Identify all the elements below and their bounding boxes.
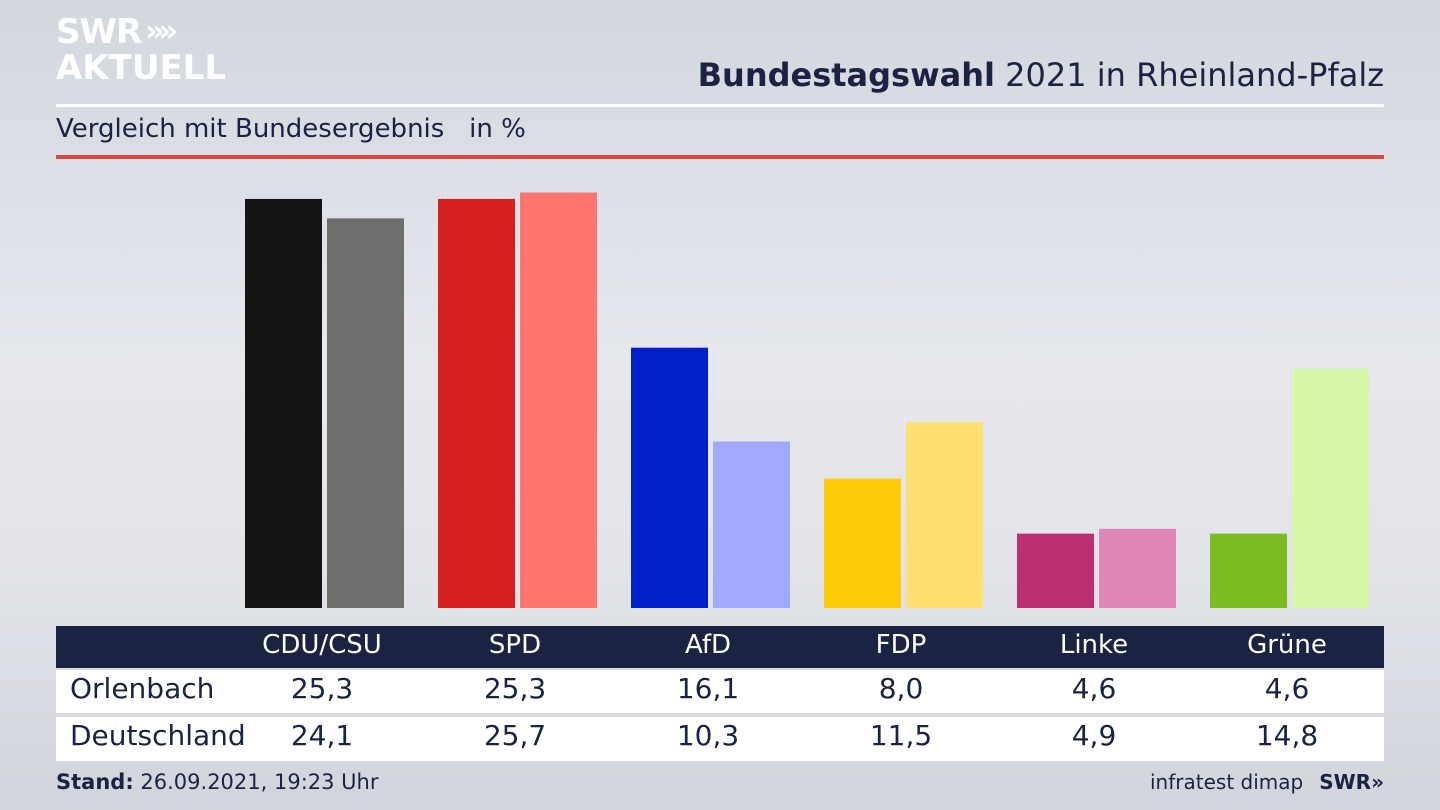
chart-subtitle: Vergleich mit Bundesergebnis in % bbox=[56, 114, 526, 144]
page-title: Bundestagswahl 2021 in Rheinland-Pfalz bbox=[698, 56, 1384, 94]
table-cell: 4,6 bbox=[1071, 672, 1117, 705]
swr-aktuell-logo: SWR»» AKTUELL bbox=[56, 14, 226, 86]
table-cell: 8,0 bbox=[878, 672, 924, 705]
table-row: Orlenbach 25,3 25,3 16,1 8,0 4,6 4,6 bbox=[56, 670, 1384, 713]
column-header: CDU/CSU bbox=[262, 630, 382, 660]
table-header: CDU/CSU SPD AfD FDP Linke Grüne bbox=[56, 626, 1384, 668]
table-cell: 25,7 bbox=[483, 719, 547, 752]
bar-deutschland-0 bbox=[327, 218, 404, 608]
table-cell: 4,9 bbox=[1071, 719, 1117, 752]
table-cell: 25,3 bbox=[290, 672, 354, 705]
column-header: SPD bbox=[488, 630, 542, 660]
stand-label: Stand: bbox=[56, 770, 134, 794]
bar-deutschland-5 bbox=[1292, 368, 1369, 608]
column-header: Linke bbox=[1059, 630, 1129, 660]
logo-aktuell: AKTUELL bbox=[56, 48, 227, 88]
bar-deutschland-4 bbox=[1099, 528, 1176, 608]
bar-deutschland-3 bbox=[906, 422, 983, 608]
bar-orlenbach-3 bbox=[824, 478, 901, 608]
source-text: infratest dimap bbox=[1150, 770, 1304, 794]
source-credit: infratest dimap SWR» bbox=[1150, 770, 1384, 794]
table-cell: 10,3 bbox=[676, 719, 740, 752]
bar-chart bbox=[245, 192, 1369, 608]
table-cell: 16,1 bbox=[676, 672, 740, 705]
timestamp: Stand: 26.09.2021, 19:23 Uhr bbox=[56, 770, 379, 794]
table-cell: 11,5 bbox=[869, 719, 933, 752]
row-label: Orlenbach bbox=[70, 672, 215, 705]
column-header: AfD bbox=[684, 630, 732, 660]
accent-rule bbox=[56, 155, 1384, 159]
column-header: FDP bbox=[875, 630, 927, 660]
bar-orlenbach-1 bbox=[438, 198, 515, 608]
title-bold: Bundestagswahl bbox=[697, 56, 995, 94]
table-cell: 25,3 bbox=[483, 672, 547, 705]
stand-value: 26.09.2021, 19:23 Uhr bbox=[133, 770, 379, 794]
bar-orlenbach-2 bbox=[631, 347, 708, 608]
bar-orlenbach-0 bbox=[245, 198, 322, 608]
bar-deutschland-2 bbox=[713, 441, 790, 608]
bar-orlenbach-4 bbox=[1017, 533, 1094, 608]
column-header: Grüne bbox=[1247, 630, 1327, 660]
bar-orlenbach-5 bbox=[1210, 533, 1287, 608]
row-label: Deutschland bbox=[70, 719, 246, 752]
title-rest: 2021 in Rheinland-Pfalz bbox=[995, 56, 1384, 94]
swr-small-logo: SWR» bbox=[1319, 770, 1384, 794]
header-divider bbox=[56, 104, 1384, 107]
bar-deutschland-1 bbox=[520, 192, 597, 608]
logo-swr: SWR bbox=[56, 12, 142, 52]
table-cell: 14,8 bbox=[1255, 719, 1319, 752]
table-row: Deutschland 24,1 25,7 10,3 11,5 4,9 14,8 bbox=[56, 717, 1384, 761]
table-cell: 24,1 bbox=[290, 719, 354, 752]
table-cell: 4,6 bbox=[1264, 672, 1310, 705]
